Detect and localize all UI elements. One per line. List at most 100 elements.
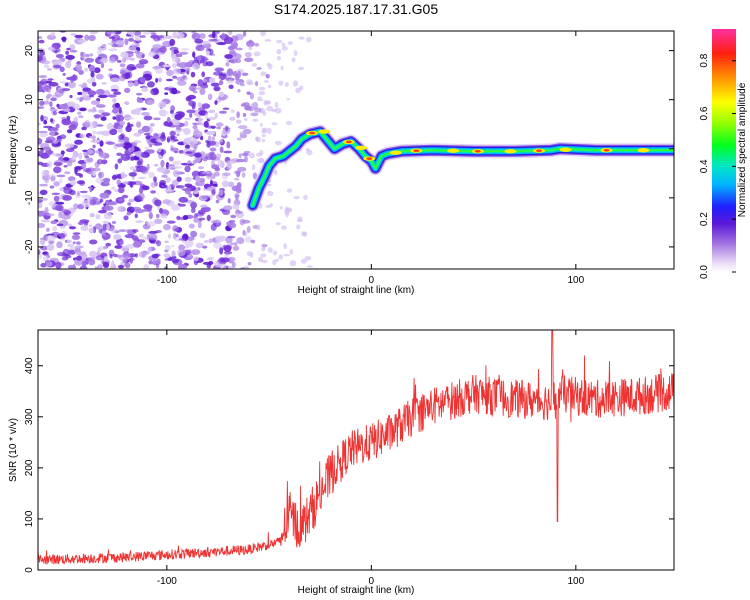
spectrogram-noise-speck — [65, 54, 75, 60]
spectrogram-noise-speck — [257, 96, 263, 100]
spectrogram-noise-speck — [171, 250, 176, 258]
spectrogram-noise-speck — [127, 202, 132, 206]
spectrogram-noise-speck — [155, 230, 162, 233]
spectrogram-noise-speck — [234, 193, 240, 199]
spectrogram-noise-speck — [209, 179, 213, 187]
spectrogram-noise-speck — [225, 125, 229, 132]
spectrogram-noise-speck — [211, 136, 215, 141]
spectrogram-noise-speck — [59, 178, 63, 184]
spectrogram-noise-speck — [38, 130, 48, 134]
spectrogram-noise-speck — [97, 46, 107, 51]
spectrogram-noise-speck — [67, 81, 77, 89]
spectrogram-noise-speck — [43, 64, 50, 68]
spectrogram-noise-speck — [271, 122, 278, 126]
spectrogram-noise-speck — [55, 261, 62, 269]
spectrogram-noise-speck — [82, 149, 88, 152]
spectrogram-noise-speck — [202, 79, 207, 83]
spectrogram-noise-speck — [166, 69, 174, 77]
spectrogram-noise-speck — [176, 133, 180, 137]
spectrogram-noise-speck — [211, 219, 222, 224]
spectrogram-noise-speck — [38, 106, 45, 109]
spectrogram-ridge-hotspot — [559, 147, 572, 152]
spectrogram-noise-speck — [281, 42, 286, 47]
spectrogram-noise-speck — [156, 258, 161, 265]
spectrogram-noise-speck — [165, 78, 173, 82]
spectrogram-noise-speck — [281, 46, 288, 51]
colorbar-label: Normalized spectral amplitude — [737, 82, 748, 217]
spectrogram-noise-speck — [91, 82, 97, 87]
spectrogram-noise-speck — [138, 233, 144, 238]
spectrogram-noise-speck — [42, 251, 48, 255]
spectrogram-noise-speck — [133, 195, 143, 203]
spectrogram-noise-speck — [247, 262, 252, 266]
spectrogram-noise-speck — [297, 216, 303, 222]
spectrogram-noise-speck — [138, 186, 144, 194]
spectrogram-noise-speck — [299, 85, 304, 91]
spectrogram-noise-speck — [79, 190, 88, 194]
spectrogram-noise-speck — [214, 67, 224, 72]
spectrogram-noise-speck — [166, 116, 171, 123]
spectrogram-noise-speck — [120, 171, 126, 179]
spectrogram-noise-speck — [72, 232, 81, 235]
spectrogram-noise-speck — [45, 261, 53, 267]
spectrogram-noise-speck — [146, 163, 150, 171]
spectrogram-noise-speck — [169, 130, 176, 137]
spectrogram-noise-speck — [61, 208, 70, 213]
spectrogram-noise-speck — [173, 139, 179, 142]
spectrogram-noise-speck — [92, 144, 96, 149]
spectrogram-noise-speck — [154, 199, 162, 207]
spectrogram-ridge-hotspot — [366, 157, 373, 160]
spectrogram-noise-speck — [39, 238, 46, 246]
spectrogram-noise-speck — [187, 236, 195, 241]
spectrogram-noise-speck — [74, 64, 81, 72]
spectrogram-noise-speck — [184, 245, 189, 249]
spectrogram-noise-speck — [184, 120, 189, 127]
spectrogram-noise-speck — [89, 239, 98, 245]
spectrogram-noise-speck — [92, 130, 96, 135]
spectrogram-noise-speck — [77, 111, 82, 115]
spectrogram-noise-speck — [143, 115, 153, 121]
spectrogram-noise-speck — [78, 221, 84, 226]
spectrogram-noise-speck — [55, 123, 60, 129]
spectrogram-noise-speck — [199, 56, 208, 61]
spectrogram-noise-speck — [209, 147, 217, 152]
spectrogram-noise-speck — [80, 225, 89, 232]
spectrogram-noise-speck — [219, 141, 224, 145]
spectrogram-ridge-layer — [245, 124, 674, 213]
spectrogram-noise-speck — [197, 79, 204, 87]
spectrogram-noise-speck — [144, 132, 151, 136]
spectrogram-noise-speck — [67, 264, 77, 269]
spectrogram-noise-speck — [101, 112, 111, 117]
spectrogram-noise-speck — [195, 242, 204, 249]
spectrogram-ridge-hotspot — [345, 140, 352, 144]
spectrogram-noise-speck — [216, 126, 222, 130]
spectrogram-noise-speck — [274, 101, 279, 108]
spectrogram-noise-speck — [183, 138, 187, 146]
spectrogram-noise-speck — [106, 224, 111, 230]
spectrogram-noise-speck — [224, 54, 234, 59]
spectrogram-noise-speck — [167, 203, 171, 207]
spectrogram-noise-speck — [219, 110, 227, 114]
spectrogram-noise-speck — [56, 174, 66, 178]
spectrogram-noise-speck — [192, 62, 200, 70]
spectrogram-noise-speck — [287, 209, 293, 213]
spectrogram-noise-speck — [262, 127, 269, 134]
spectrogram-noise-speck — [212, 183, 218, 187]
spectrogram-noise-speck — [44, 179, 49, 184]
spectrogram-noise-speck — [114, 245, 123, 249]
spectrogram-noise-speck — [172, 68, 182, 75]
spectrogram-noise-speck — [228, 31, 233, 35]
spectrogram-noise-speck — [261, 138, 266, 143]
spectrogram-noise-speck — [300, 258, 307, 264]
spectrogram-noise-speck — [128, 123, 134, 127]
spectrogram-noise-speck — [116, 179, 121, 186]
spectrogram-noise-speck — [244, 118, 248, 121]
spectrogram-noise-speck — [39, 142, 50, 150]
spectrogram-noise-speck — [148, 260, 153, 265]
spectrogram-noise-speck — [38, 249, 41, 255]
spectrogram-noise-speck — [239, 218, 246, 226]
spectrogram-noise-speck — [120, 51, 129, 58]
spectrogram-noise-speck — [182, 75, 187, 79]
spectrogram-ridge-hotspot — [637, 148, 650, 153]
spectrogram-noise-speck — [221, 32, 226, 39]
